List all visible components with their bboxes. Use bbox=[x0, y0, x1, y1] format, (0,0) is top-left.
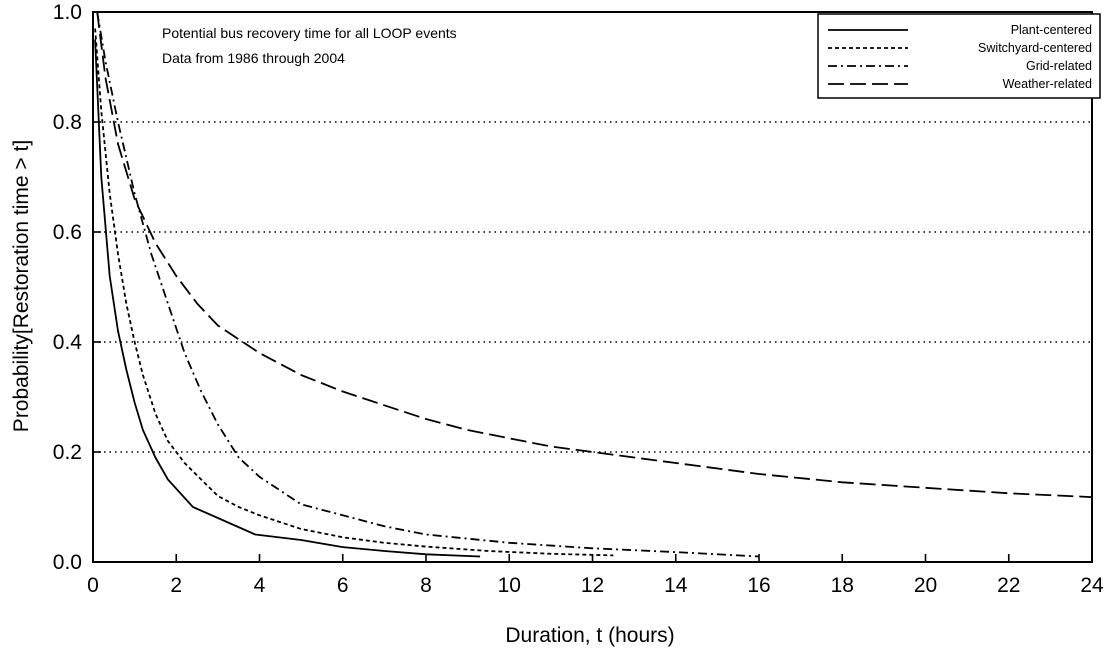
x-tick-label-6: 12 bbox=[581, 574, 604, 597]
y-tick-label-2: 0.4 bbox=[53, 331, 83, 354]
x-tick-label-2: 4 bbox=[254, 574, 266, 597]
x-tick-label-7: 14 bbox=[664, 574, 688, 597]
series-layer bbox=[94, 11, 1093, 558]
x-tick-label-4: 8 bbox=[420, 574, 432, 597]
x-tick-label-5: 10 bbox=[498, 574, 521, 597]
series-line-plant-centered bbox=[94, 39, 481, 558]
annotation-line-1: Potential bus recovery time for all LOOP… bbox=[162, 25, 457, 41]
x-tick-label-9: 18 bbox=[831, 574, 854, 597]
legend: Plant-centered Switchyard-centered Grid-re… bbox=[817, 13, 1101, 99]
axis-ticks: 0 2 4 6 8 10 12 14 16 18 20 22 240.00.20.40.60.81.0 bbox=[53, 1, 1104, 597]
legend-label-plant-centered: Plant-centered bbox=[1011, 23, 1092, 37]
gridlines bbox=[93, 121, 1092, 453]
series-line-switchyard-centered bbox=[94, 28, 614, 557]
x-tick-label-3: 6 bbox=[337, 574, 349, 597]
legend-label-switchyard-centered: Switchyard-centered bbox=[978, 41, 1092, 55]
legend-label-grid-related: Grid-related bbox=[1026, 59, 1092, 73]
x-axis-title: Duration, t (hours) bbox=[505, 624, 674, 647]
x-tick-label-12: 24 bbox=[1080, 574, 1104, 597]
x-tick-label-8: 16 bbox=[747, 574, 770, 597]
x-tick-label-1: 2 bbox=[170, 574, 182, 597]
series-line-grid-related bbox=[96, 11, 760, 558]
x-tick-label-10: 20 bbox=[914, 574, 937, 597]
y-tick-label-0: 0.0 bbox=[53, 551, 82, 574]
x-tick-label-11: 22 bbox=[997, 574, 1020, 597]
y-tick-label-3: 0.6 bbox=[53, 221, 82, 244]
legend-label-weather-related: Weather-related bbox=[1003, 77, 1092, 91]
y-axis-title: Probability[Restoration time > t] bbox=[10, 140, 33, 432]
y-tick-label-1: 0.2 bbox=[53, 441, 82, 464]
x-tick-label-0: 0 bbox=[87, 574, 99, 597]
series-line-weather-related bbox=[96, 11, 1093, 498]
y-tick-label-5: 1.0 bbox=[53, 1, 82, 24]
y-tick-label-4: 0.8 bbox=[53, 111, 82, 134]
annotation-line-2: Data from 1986 through 2004 bbox=[162, 50, 345, 66]
